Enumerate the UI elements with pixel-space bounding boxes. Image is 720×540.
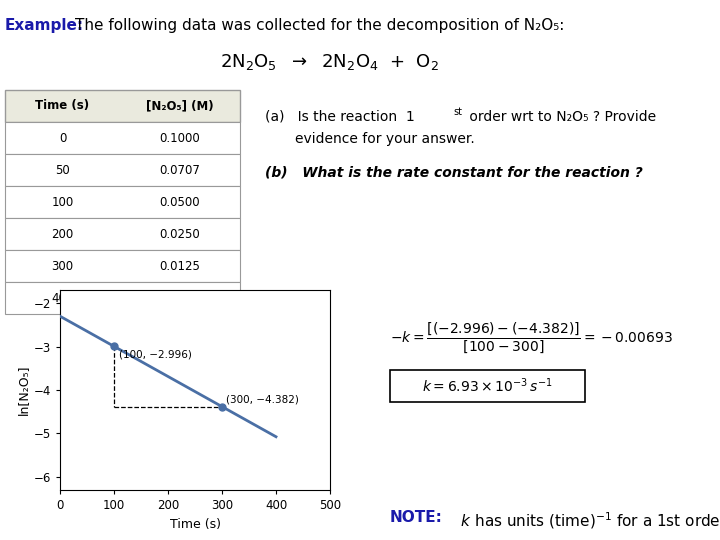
Text: evidence for your answer.: evidence for your answer. [295, 132, 474, 146]
FancyBboxPatch shape [5, 186, 240, 218]
Y-axis label: ln[N₂O₅]: ln[N₂O₅] [17, 364, 30, 415]
Text: The following data was collected for the decomposition of N₂O₅:: The following data was collected for the… [75, 18, 564, 33]
FancyBboxPatch shape [5, 154, 240, 186]
Text: 0.00625: 0.00625 [156, 292, 204, 305]
Text: order wrt to N₂O₅ ? Provide: order wrt to N₂O₅ ? Provide [465, 110, 656, 124]
Text: Example:: Example: [5, 18, 84, 33]
Text: (100, −2.996): (100, −2.996) [120, 350, 192, 360]
Text: $k$ has units (time)$^{-1}$ for a 1st order process: $k$ has units (time)$^{-1}$ for a 1st or… [456, 510, 720, 532]
Text: 300: 300 [51, 260, 73, 273]
Text: NOTE:: NOTE: [390, 510, 443, 525]
Text: 0.0125: 0.0125 [160, 260, 200, 273]
Text: 2N$_2$O$_5$  $\rightarrow$  2N$_2$O$_4$  +  O$_2$: 2N$_2$O$_5$ $\rightarrow$ 2N$_2$O$_4$ + … [220, 52, 439, 72]
Text: Time (s): Time (s) [35, 99, 89, 112]
Text: 200: 200 [51, 227, 73, 240]
Text: $-k = \dfrac{[(-2.996)-(-4.382)]}{[100-300]} = -0.00693$: $-k = \dfrac{[(-2.996)-(-4.382)]}{[100-3… [390, 320, 673, 355]
FancyBboxPatch shape [390, 370, 585, 402]
Text: 400: 400 [51, 292, 73, 305]
Text: [N₂O₅] (M): [N₂O₅] (M) [146, 99, 214, 112]
Text: 0.0707: 0.0707 [160, 164, 200, 177]
FancyBboxPatch shape [5, 282, 240, 314]
Text: 0.0250: 0.0250 [160, 227, 200, 240]
Text: st: st [453, 107, 462, 117]
X-axis label: Time (s): Time (s) [169, 517, 220, 531]
FancyBboxPatch shape [5, 122, 240, 154]
FancyBboxPatch shape [5, 250, 240, 282]
Text: $k = 6.93\times10^{-3}\,s^{-1}$: $k = 6.93\times10^{-3}\,s^{-1}$ [422, 377, 553, 395]
Text: 50: 50 [55, 164, 70, 177]
Text: 0.0500: 0.0500 [160, 195, 200, 208]
Text: (b)   What is the rate constant for the reaction ?: (b) What is the rate constant for the re… [265, 165, 643, 179]
Text: (300, −4.382): (300, −4.382) [226, 394, 300, 404]
FancyBboxPatch shape [5, 218, 240, 250]
FancyBboxPatch shape [5, 90, 240, 122]
Text: 0: 0 [59, 132, 66, 145]
Text: 100: 100 [51, 195, 73, 208]
Text: (a)   Is the reaction  1: (a) Is the reaction 1 [265, 110, 415, 124]
Text: 0.1000: 0.1000 [160, 132, 200, 145]
